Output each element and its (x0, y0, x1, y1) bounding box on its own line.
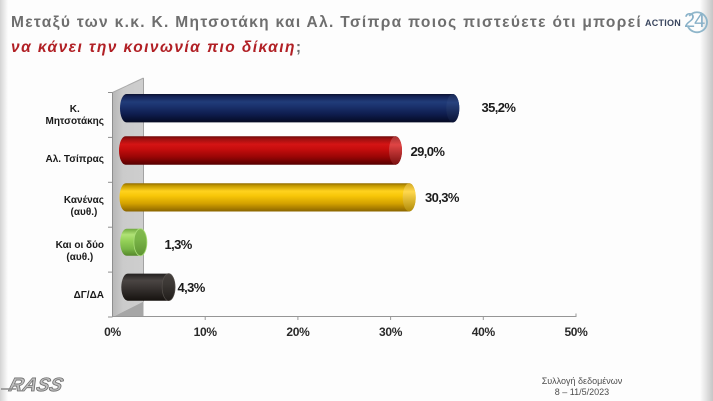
svg-text:RASS: RASS (7, 374, 66, 396)
